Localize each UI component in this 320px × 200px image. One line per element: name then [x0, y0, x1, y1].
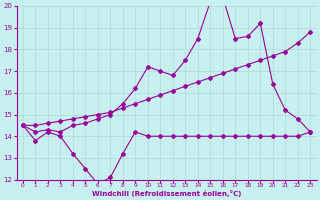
X-axis label: Windchill (Refroidissement éolien,°C): Windchill (Refroidissement éolien,°C): [92, 190, 241, 197]
